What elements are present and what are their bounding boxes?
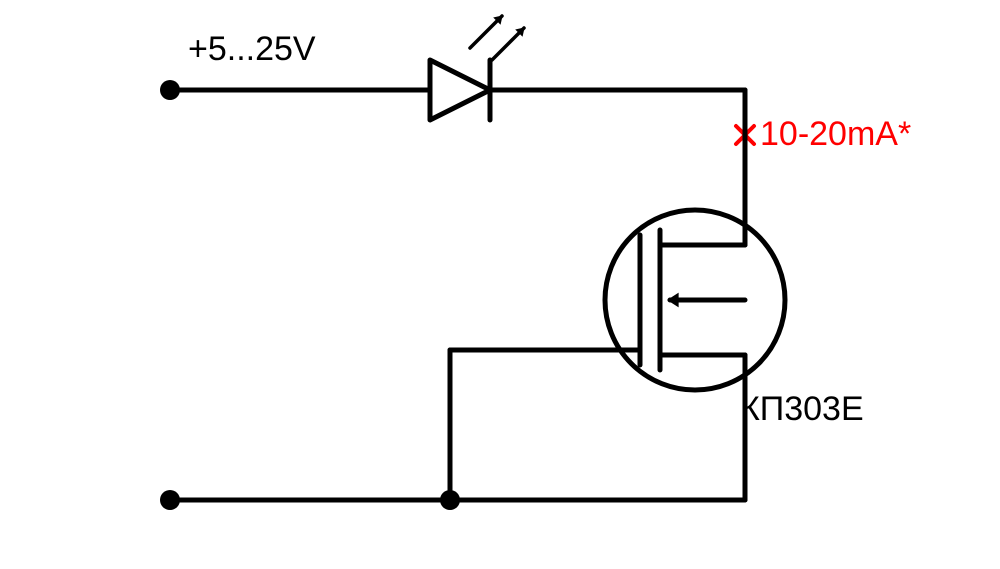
current-annotation: 10-20mA* [760,115,911,153]
transistor-part-label: КП303Е [740,390,864,428]
circuit-schematic: +5...25V 10-20mA* КП303Е [0,0,1000,569]
supply-voltage-label: +5...25V [188,30,316,68]
